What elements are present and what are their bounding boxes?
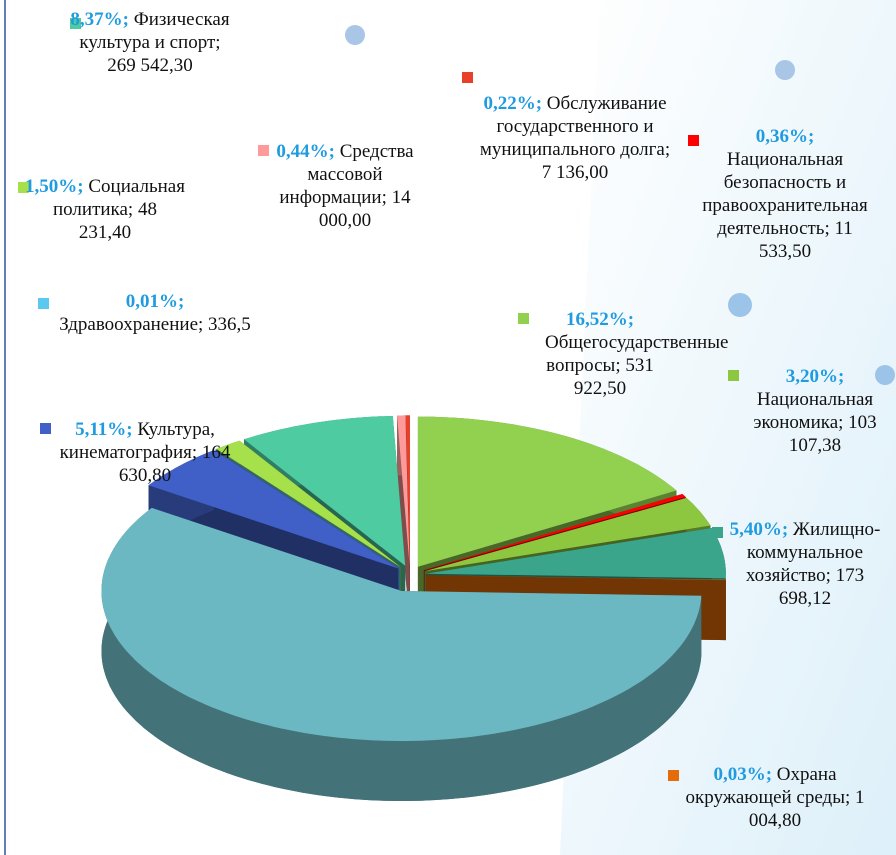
percent-label: 0,01%; xyxy=(125,291,185,312)
legend-swatch xyxy=(462,72,473,83)
category-label: Культура, кинематография; 164 630,80 xyxy=(59,419,231,486)
category-label: Средства массовой информации; 14 000,00 xyxy=(279,141,414,231)
legend-swatch xyxy=(38,298,49,309)
legend-swatch xyxy=(668,770,679,781)
data-label: 8,37%; Физическая культура и спорт; 269 … xyxy=(70,8,230,77)
decor-dot xyxy=(775,60,795,80)
slice xyxy=(216,440,401,568)
data-label: 16,52%; Общегосударственные вопросы; 531… xyxy=(545,308,728,400)
legend-swatch xyxy=(18,182,29,193)
legend-swatch xyxy=(688,135,699,146)
slice xyxy=(424,497,711,572)
percent-label: 5,40%; xyxy=(729,519,789,540)
legend-swatch xyxy=(258,145,269,156)
pie xyxy=(101,415,726,801)
percent-label: 3,20%; xyxy=(785,366,845,387)
percent-label: 8,37%; xyxy=(70,9,129,30)
slice xyxy=(425,528,726,579)
percent-label: 0,03%; xyxy=(713,764,773,785)
legend-swatch xyxy=(70,18,81,29)
data-label: 0,01%; Здравоохранение; 336,5 xyxy=(55,290,255,336)
percent-label: 0,36%; xyxy=(755,126,815,147)
legend-swatch xyxy=(728,370,739,381)
percent-label: 1,50%; xyxy=(25,176,84,197)
slice xyxy=(426,575,726,581)
slice-side xyxy=(101,507,702,801)
slice xyxy=(244,416,406,566)
slice xyxy=(405,415,410,566)
data-label: 5,40%; Жилищно-коммунальное хозяйство; 1… xyxy=(725,518,885,610)
category-label: Здравоохранение; 336,5 xyxy=(59,314,251,335)
decor-dot xyxy=(345,25,365,45)
decor-dot xyxy=(875,365,895,385)
category-label: Жилищно-коммунальное хозяйство; 173 698,… xyxy=(745,519,881,609)
data-label: 5,11%; Культура, кинематография; 164 630… xyxy=(55,418,235,487)
data-label: 0,03%; Охрана окружающей среды; 1 004,80 xyxy=(670,763,880,832)
slice xyxy=(423,494,686,571)
slice xyxy=(148,450,399,569)
category-label: Охрана окружающей среды; 1 004,80 xyxy=(685,764,865,831)
legend-swatch xyxy=(40,423,51,434)
slice xyxy=(215,449,401,568)
legend-swatch xyxy=(518,313,529,324)
slice xyxy=(397,415,410,566)
data-label: 3,20%; Национальная экономика; 103 107,3… xyxy=(740,365,890,457)
data-label: 0,36%; Национальная безопасность и право… xyxy=(700,125,870,263)
percent-label: 0,44%; xyxy=(276,141,335,162)
data-label: 0,22%; Обслуживание государственного и м… xyxy=(475,92,675,184)
category-label: Обслуживание государственного и муниципа… xyxy=(479,93,671,183)
category-label: Социальная политика; 48 231,40 xyxy=(53,176,185,243)
category-label: Национальная экономика; 103 107,38 xyxy=(753,389,877,456)
slice xyxy=(417,416,677,567)
legend-swatch xyxy=(712,527,723,538)
decor-dot xyxy=(728,293,752,317)
category-label: Общегосударственные вопросы; 531 922,50 xyxy=(545,332,729,399)
category-label: Национальная безопасность и правоохранит… xyxy=(702,149,868,262)
percent-label: 0,22%; xyxy=(483,93,543,114)
percent-label: 16,52%; xyxy=(565,309,635,330)
percent-label: 5,11%; xyxy=(75,419,133,440)
data-label: 1,50%; Социальная политика; 48 231,40 xyxy=(25,175,185,244)
category-label: Физическая культура и спорт; 269 542,30 xyxy=(79,9,230,76)
slice xyxy=(101,507,702,741)
data-label: 0,44%; Средства массовой информации; 14 … xyxy=(275,140,415,232)
